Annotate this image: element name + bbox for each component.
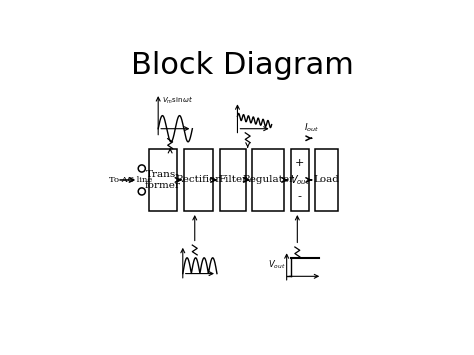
Bar <box>291 149 309 211</box>
Text: $V_m\sin\omega t$: $V_m\sin\omega t$ <box>162 95 194 106</box>
Bar <box>253 149 284 211</box>
Text: $V_{out}$: $V_{out}$ <box>268 258 285 271</box>
Text: $V_{out}$: $V_{out}$ <box>290 173 310 187</box>
Text: Block Diagram: Block Diagram <box>131 51 355 80</box>
Bar <box>219 149 246 211</box>
Bar <box>315 149 338 211</box>
Text: Load: Load <box>313 175 339 185</box>
Text: To AC line: To AC line <box>109 176 152 184</box>
Text: Regulator: Regulator <box>242 175 294 185</box>
Text: Filter: Filter <box>218 175 247 185</box>
Bar <box>184 149 213 211</box>
Text: $I_{out}$: $I_{out}$ <box>304 122 319 134</box>
Text: Rectifier: Rectifier <box>176 175 221 185</box>
Text: Trans-
former: Trans- former <box>145 170 181 190</box>
Text: -: - <box>298 192 301 202</box>
Text: +: + <box>295 158 304 168</box>
Bar <box>149 149 177 211</box>
